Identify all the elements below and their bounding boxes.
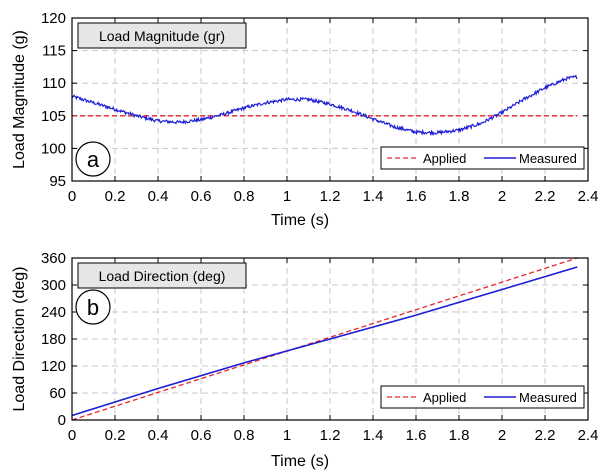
x-tick-label: 2.2 bbox=[535, 427, 556, 444]
x-tick-label: 1 bbox=[283, 188, 291, 205]
legend: Applied Measured bbox=[380, 146, 585, 170]
chart-panel-a: 0 0.2 0.4 0.6 0.8 1 1.2 1.4 1.6 1.8 2 2.2 2.4 95 100 10… bbox=[11, 10, 598, 229]
y-tick-label: 300 bbox=[41, 277, 66, 294]
y-tick-label: 180 bbox=[41, 331, 66, 348]
y-tick-label: 95 bbox=[49, 173, 66, 190]
x-tick-label: 0.6 bbox=[191, 427, 212, 444]
x-tick-label: 0.4 bbox=[148, 188, 169, 205]
y-axis-label: Load Direction (deg) bbox=[11, 267, 28, 412]
x-tick-label: 0.2 bbox=[105, 427, 126, 444]
x-tick-label: 1.6 bbox=[406, 188, 427, 205]
title-box: Load Direction (deg) bbox=[77, 262, 247, 289]
x-tick-label: 1 bbox=[283, 427, 291, 444]
x-tick-label: 0 bbox=[68, 427, 76, 444]
x-tick-label: 1.2 bbox=[320, 427, 341, 444]
y-tick-label: 115 bbox=[42, 43, 66, 60]
series-line-measured bbox=[71, 266, 578, 417]
title-box-frame bbox=[77, 262, 247, 289]
title-box-text: Load Direction (deg) bbox=[99, 268, 226, 284]
x-tick-label: 0 bbox=[68, 188, 76, 205]
plot-frame bbox=[71, 17, 589, 182]
y-tick-label: 60 bbox=[49, 385, 66, 402]
x-axis-label: Time (s) bbox=[271, 453, 329, 470]
x-tick-label: 0.6 bbox=[191, 188, 212, 205]
y-tick-label: 0 bbox=[58, 412, 66, 429]
x-axis-label: Time (s) bbox=[271, 212, 329, 229]
x-tick-label: 1.4 bbox=[363, 188, 384, 205]
legend-label-applied: Applied bbox=[423, 151, 466, 166]
y-tick-label: 120 bbox=[41, 10, 66, 27]
x-tick-label: 1.8 bbox=[449, 188, 470, 205]
plot-frame bbox=[71, 257, 589, 421]
y-tick-label: 120 bbox=[41, 358, 66, 375]
series-line-measured bbox=[71, 74, 578, 137]
legend-label-measured: Measured bbox=[519, 151, 577, 166]
series-line-applied bbox=[71, 257, 578, 421]
x-tick-label: 2.4 bbox=[578, 188, 599, 205]
x-tick-label: 1.8 bbox=[449, 427, 470, 444]
legend: Applied Measured bbox=[380, 385, 585, 409]
x-tick-label: 2.4 bbox=[578, 427, 599, 444]
y-tick-label: 240 bbox=[41, 304, 66, 321]
legend-frame bbox=[380, 146, 585, 170]
y-tick-label: 100 bbox=[41, 140, 66, 157]
x-tick-label: 0.8 bbox=[234, 427, 255, 444]
x-tick-label: 2.2 bbox=[535, 188, 556, 205]
legend-label-applied: Applied bbox=[423, 390, 466, 405]
x-tick-label: 2 bbox=[498, 188, 506, 205]
x-tick-label: 1.6 bbox=[406, 427, 427, 444]
x-tick-label: 0.2 bbox=[105, 188, 126, 205]
x-tick-label: 0.8 bbox=[234, 188, 255, 205]
legend-label-measured: Measured bbox=[519, 390, 577, 405]
x-tick-label: 1.4 bbox=[363, 427, 384, 444]
panel-letter: a bbox=[87, 147, 100, 172]
y-tick-label: 105 bbox=[41, 108, 66, 125]
x-tick-label: 2 bbox=[498, 427, 506, 444]
chart-panel-b: 0 0.2 0.4 0.6 0.8 1 1.2 1.4 1.6 1.8 2 2.2 2.4 0 60 120 1… bbox=[11, 250, 598, 470]
y-tick-label: 360 bbox=[41, 250, 66, 267]
title-box: Load Magnitude (gr) bbox=[77, 22, 247, 49]
y-axis-label: Load Magnitude (g) bbox=[11, 30, 28, 169]
legend-frame bbox=[380, 385, 585, 409]
x-tick-label: 1.2 bbox=[320, 188, 341, 205]
panel-letter-circle bbox=[75, 289, 111, 325]
x-tick-label: 0.4 bbox=[148, 427, 169, 444]
panel-letter: b bbox=[87, 295, 99, 320]
panel-letter-circle bbox=[75, 141, 111, 177]
y-tick-label: 110 bbox=[42, 75, 66, 92]
title-box-frame bbox=[77, 22, 247, 49]
title-box-text: Load Magnitude (gr) bbox=[99, 28, 225, 44]
